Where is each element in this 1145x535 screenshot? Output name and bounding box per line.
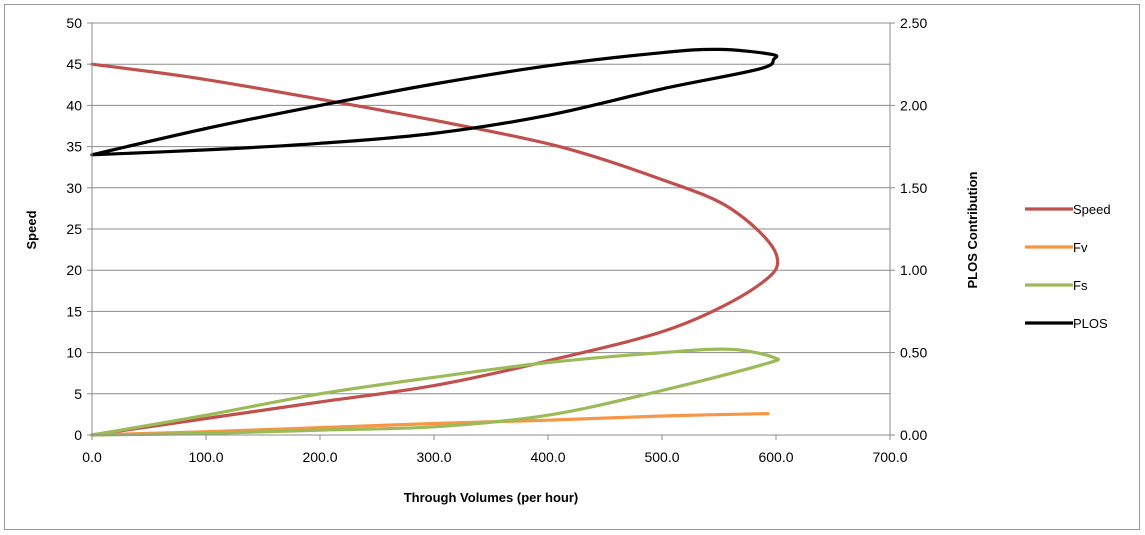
y2-tick-label: 2.50: [900, 15, 927, 31]
y-tick-label: 0: [74, 427, 82, 443]
gridlines: [92, 22, 890, 395]
x-tick-label: 500.0: [644, 449, 679, 465]
y2-tick-label: 2.00: [900, 97, 927, 113]
y-tick-labels: 0 5 10 15 20 25 30 35 40 45 50: [66, 15, 82, 443]
y2-tick-label: 1.50: [900, 180, 927, 196]
series-layer: [90, 47, 780, 437]
y-axis-title: Speed: [24, 210, 39, 249]
axes: [87, 22, 895, 440]
y-tick-label: 15: [66, 303, 82, 319]
y-tick-label: 50: [66, 15, 82, 31]
y2-tick-label: 0.00: [900, 427, 927, 443]
x-tick-label: 400.0: [530, 449, 565, 465]
x-tick-label: 300.0: [416, 449, 451, 465]
x-axis-title: Through Volumes (per hour): [404, 490, 579, 505]
legend-label-fs: Fs: [1073, 278, 1088, 293]
x-tick-label: 700.0: [872, 449, 907, 465]
y-tick-label: 20: [66, 262, 82, 278]
y-tick-label: 10: [66, 345, 82, 361]
series-line-plos: [90, 47, 779, 157]
series-line-fs: [90, 347, 780, 437]
legend-label-fv: Fv: [1073, 240, 1088, 255]
series-line-speed: [90, 62, 780, 437]
y-tick-label: 25: [66, 221, 82, 237]
legend: Speed Fv Fs PLOS: [1025, 202, 1111, 331]
y-tick-label: 45: [66, 56, 82, 72]
x-tick-label: 200.0: [302, 449, 337, 465]
legend-label-speed: Speed: [1073, 202, 1111, 217]
y2-tick-labels: 0.00 0.50 1.00 1.50 2.00 2.50: [900, 15, 927, 443]
y2-axis-title: PLOS Contribution: [965, 171, 980, 288]
x-tick-label: 600.0: [758, 449, 793, 465]
y-tick-label: 40: [66, 97, 82, 113]
x-tick-label: 100.0: [188, 449, 223, 465]
legend-label-plos: PLOS: [1073, 316, 1108, 331]
y2-tick-label: 0.50: [900, 345, 927, 361]
y-tick-label: 5: [74, 386, 82, 402]
y-tick-label: 30: [66, 180, 82, 196]
x-tick-label: 0.0: [82, 449, 102, 465]
y-tick-label: 35: [66, 139, 82, 155]
x-tick-labels: 0.0 100.0 200.0 300.0 400.0 500.0 600.0 700.0: [82, 449, 907, 465]
series-line-fv: [90, 412, 770, 437]
y2-tick-label: 1.00: [900, 262, 927, 278]
chart-frame: [4, 4, 1140, 530]
